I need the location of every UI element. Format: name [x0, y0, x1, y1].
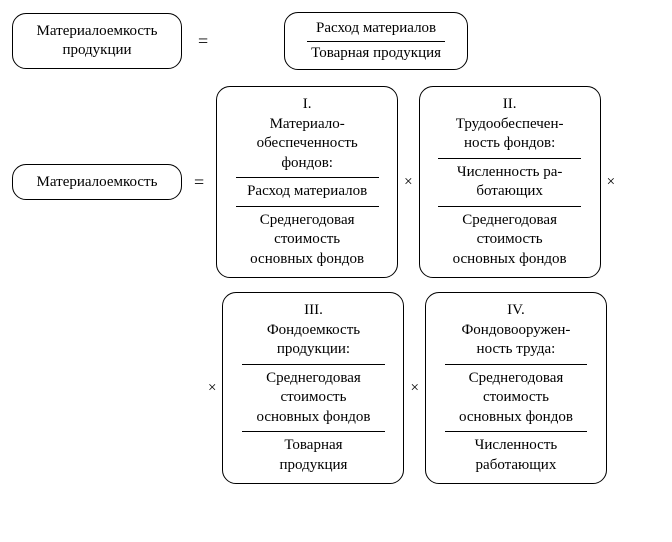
f1-b2: стоимость: [250, 230, 364, 250]
lhs-box-1: Материалоемкость продукции: [12, 13, 182, 69]
f4-title: IV. Фондовооружен- ность труда:: [461, 301, 570, 364]
def-numerator: Расход материалов: [312, 19, 440, 41]
f2-roman: II.: [456, 95, 564, 115]
mult-lead: ×: [204, 380, 220, 397]
f4-mid: Среднегодовая стоимость основных фондов: [459, 365, 573, 432]
f3-title: III. Фондоемкость продукции:: [267, 301, 360, 364]
f3-m1: Среднегодовая: [256, 369, 370, 389]
f3-t2: продукции:: [267, 340, 360, 360]
factor-4: IV. Фондовооружен- ность труда: Среднего…: [425, 292, 607, 484]
f3-roman: III.: [267, 301, 360, 321]
f1-title: I. Материало- обеспеченность фондов:: [257, 95, 358, 177]
definition-row: Материалоемкость продукции = Расход мате…: [12, 12, 660, 70]
f4-b2: работающих: [475, 456, 558, 476]
equals-2: =: [184, 172, 214, 193]
f1-mid: Расход материалов: [247, 178, 367, 206]
lhs1-line2: продукции: [23, 41, 171, 60]
mult-trailing: ×: [603, 174, 619, 191]
f4-t2: ность труда:: [461, 340, 570, 360]
f3-t1: Фондоемкость: [267, 321, 360, 341]
factor-row-2: × III. Фондоемкость продукции: Среднегод…: [12, 292, 660, 484]
lhs-box-2: Материалоемкость: [12, 164, 182, 201]
f3-b2: продукция: [279, 456, 347, 476]
f2-b3: основных фондов: [453, 250, 567, 270]
factor-3: III. Фондоемкость продукции: Среднегодов…: [222, 292, 404, 484]
f3-mid: Среднегодовая стоимость основных фондов: [256, 365, 370, 432]
f2-bot: Среднегодовая стоимость основных фондов: [453, 207, 567, 270]
f2-b2: стоимость: [453, 230, 567, 250]
f2-title: II. Трудообеспечен- ность фондов:: [456, 95, 564, 158]
f3-m2: стоимость: [256, 388, 370, 408]
factor-1: I. Материало- обеспеченность фондов: Рас…: [216, 86, 398, 278]
lhs2-text: Материалоемкость: [23, 173, 171, 192]
f1-t1: Материало-: [257, 115, 358, 135]
factor-row-1: Материалоемкость = I. Материало- обеспеч…: [12, 86, 660, 278]
fraction-definition: Расход материалов Товарная продукция: [284, 12, 468, 70]
def-frac: Расход материалов Товарная продукция: [307, 19, 445, 63]
f4-m1: Среднегодовая: [459, 369, 573, 389]
f1-t2: обеспеченность: [257, 134, 358, 154]
f4-bot: Численность работающих: [475, 432, 558, 475]
f1-bot: Среднегодовая стоимость основных фондов: [250, 207, 364, 270]
mult-12: ×: [400, 174, 416, 191]
f3-m3: основных фондов: [256, 408, 370, 428]
f2-b1: Среднегодовая: [453, 211, 567, 231]
f1-b1: Среднегодовая: [250, 211, 364, 231]
factor-2: II. Трудообеспечен- ность фондов: Числен…: [419, 86, 601, 278]
f2-m2: ботающих: [457, 182, 562, 202]
f3-bot: Товарная продукция: [279, 432, 347, 475]
f4-b1: Численность: [475, 436, 558, 456]
f2-mid: Численность ра- ботающих: [457, 159, 562, 206]
def-denominator: Товарная продукция: [307, 42, 445, 64]
equals-1: =: [188, 31, 218, 52]
f2-t2: ность фондов:: [456, 134, 564, 154]
lhs1-line1: Материалоемкость: [23, 22, 171, 41]
mult-34: ×: [406, 380, 422, 397]
f4-m3: основных фондов: [459, 408, 573, 428]
f1-b3: основных фондов: [250, 250, 364, 270]
f2-t1: Трудообеспечен-: [456, 115, 564, 135]
f4-roman: IV.: [461, 301, 570, 321]
f4-m2: стоимость: [459, 388, 573, 408]
f4-t1: Фондовооружен-: [461, 321, 570, 341]
f3-b1: Товарная: [279, 436, 347, 456]
f2-m1: Численность ра-: [457, 163, 562, 183]
f1-t3: фондов:: [257, 154, 358, 174]
f1-roman: I.: [257, 95, 358, 115]
